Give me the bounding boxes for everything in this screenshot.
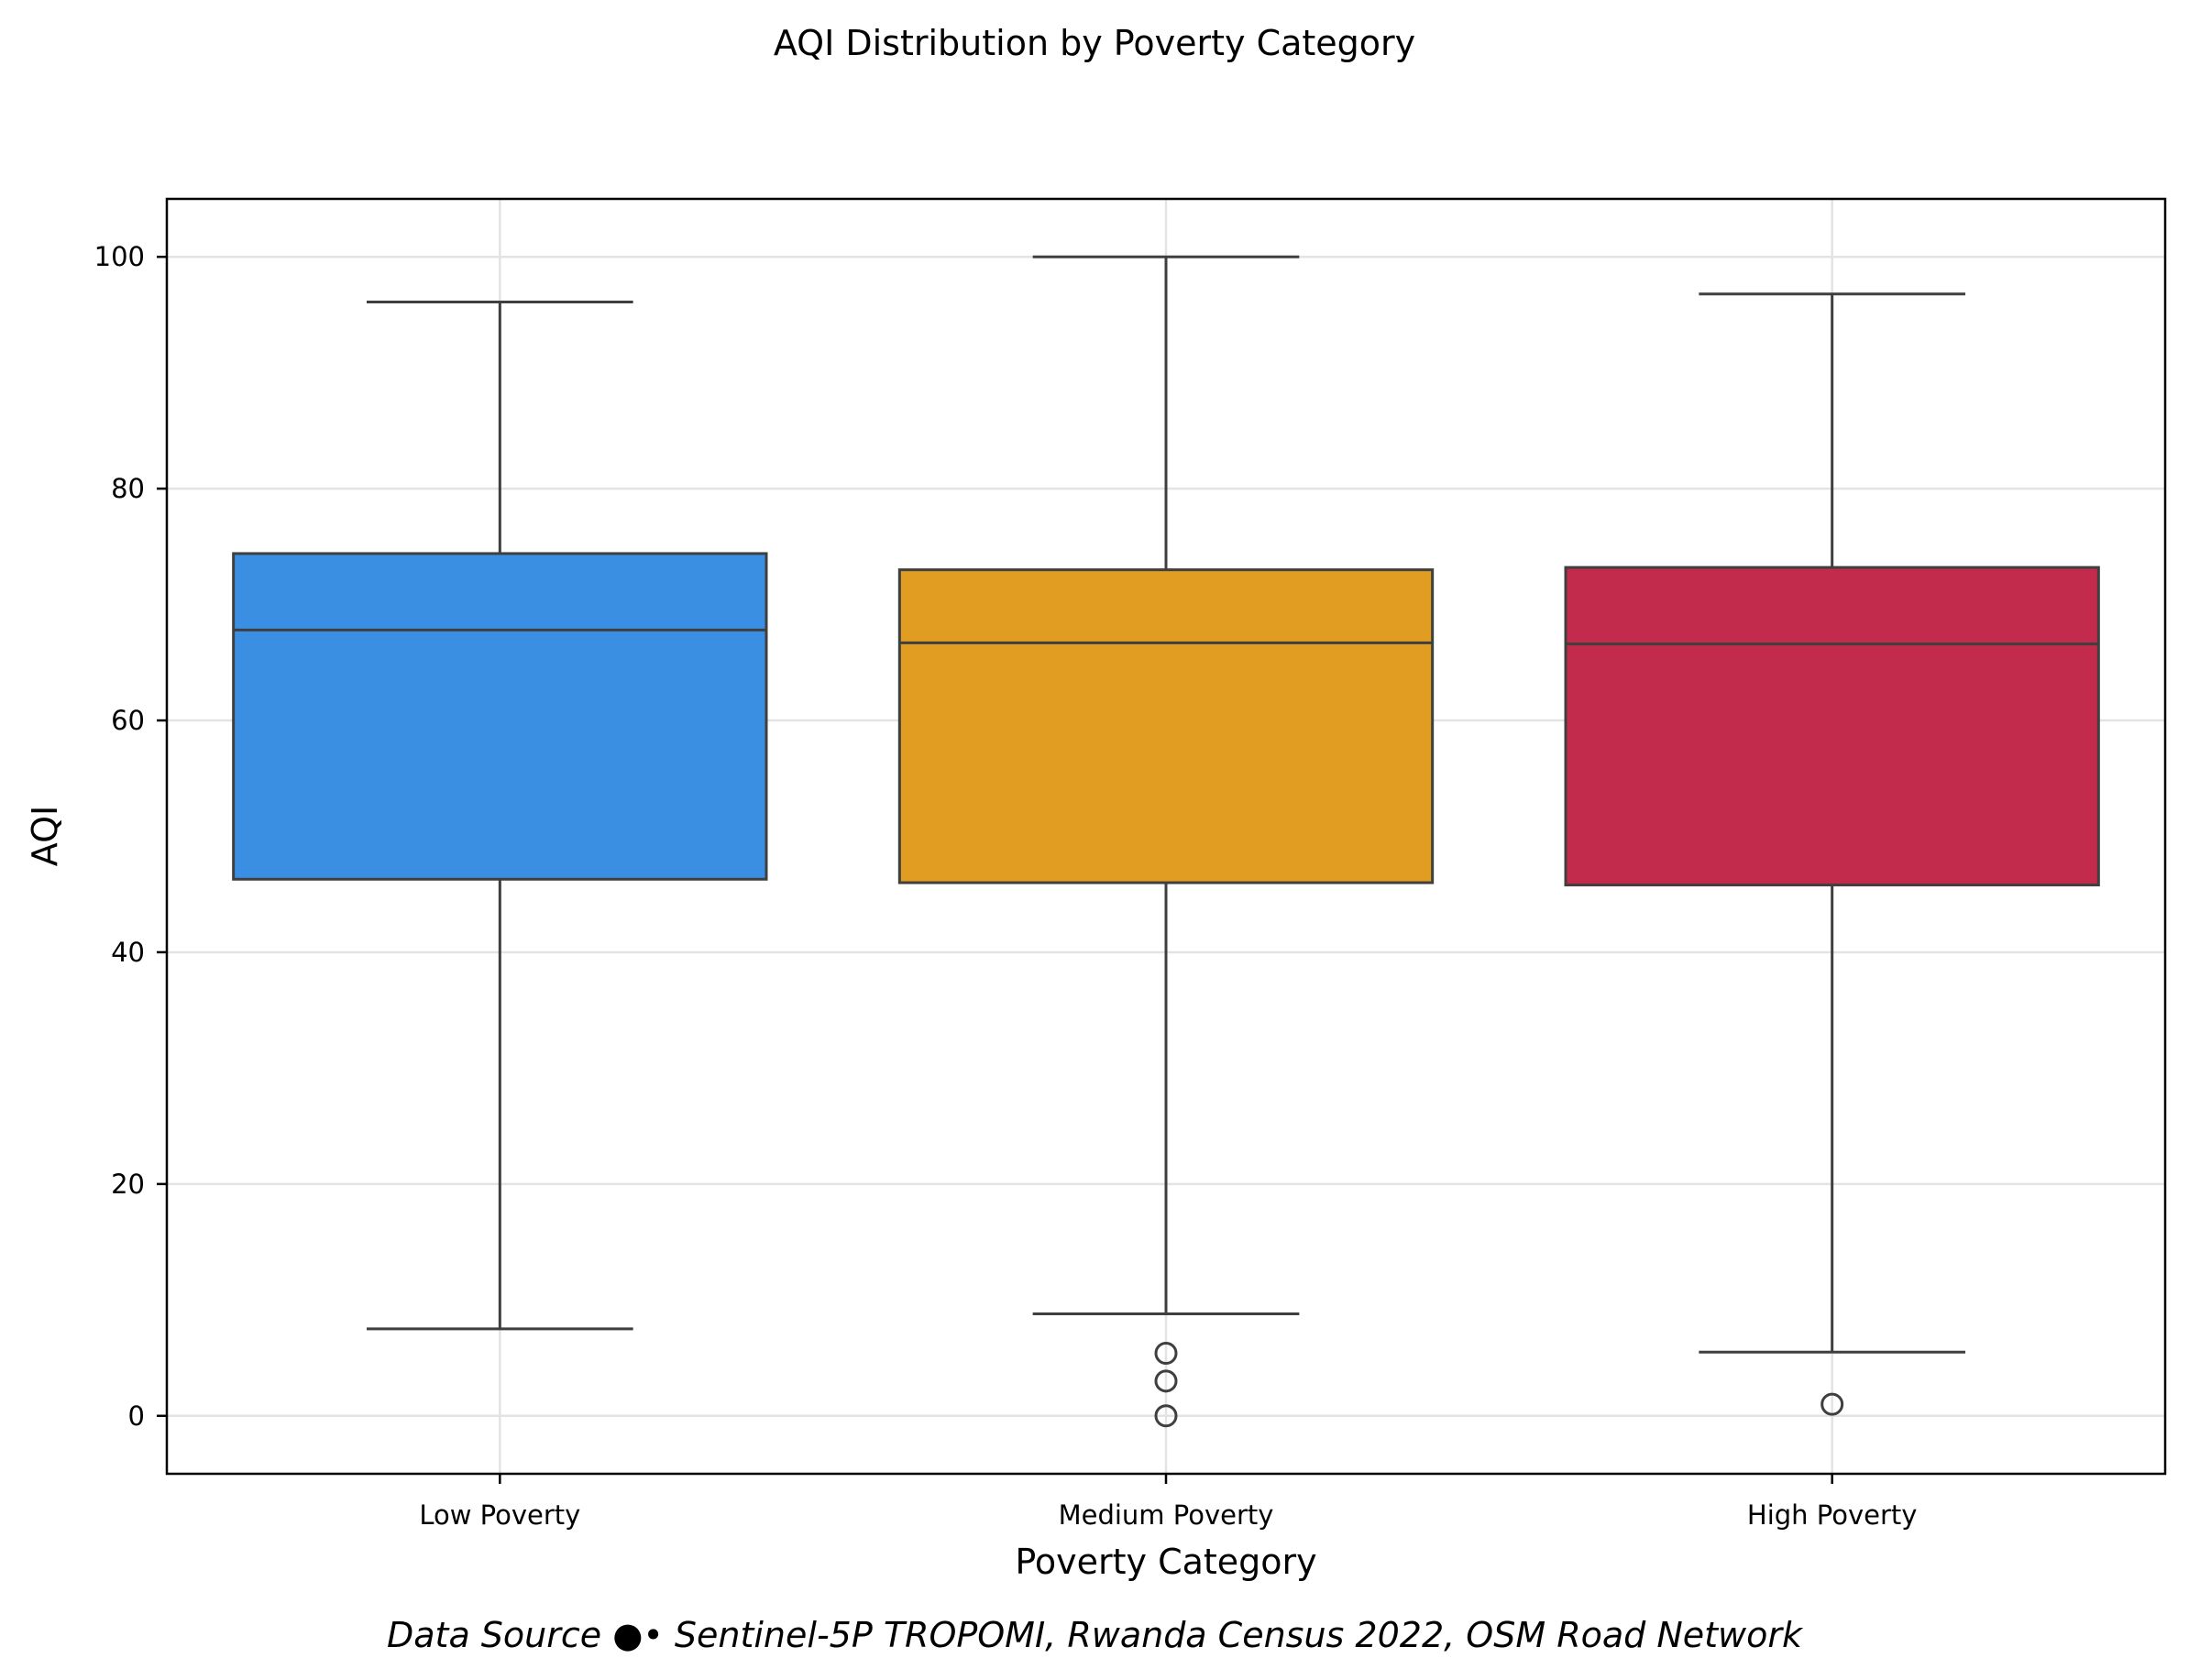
y-tick-label: 40 xyxy=(111,937,145,968)
x-tick-label: Low Poverty xyxy=(419,1499,580,1531)
y-tick-label: 60 xyxy=(111,705,145,736)
box-iqr xyxy=(232,552,768,881)
x-axis-ticks: Low Poverty Medium Poverty High Poverty xyxy=(419,1474,1917,1531)
x-tick-label: High Poverty xyxy=(1747,1499,1918,1531)
y-tick-label: 20 xyxy=(111,1169,145,1200)
box-iqr xyxy=(897,568,1435,884)
box-group xyxy=(1564,292,2100,1416)
box-iqr xyxy=(1564,565,2100,887)
y-tick-label: 80 xyxy=(111,473,145,504)
outlier-point xyxy=(1154,1341,1178,1365)
y-axis-ticks: 0 20 40 60 80 100 xyxy=(94,241,167,1432)
outlier-point xyxy=(1154,1369,1178,1393)
chart-title: AQI Distribution by Poverty Category xyxy=(774,23,1415,63)
y-axis-label: AQI xyxy=(25,806,65,866)
data-source-note: Data Source ●• Sentinel-5P TROPOMI, Rwan… xyxy=(387,1615,1804,1655)
y-tick-label: 0 xyxy=(128,1400,145,1432)
y-tick-label: 100 xyxy=(94,241,145,272)
x-axis-label: Poverty Category xyxy=(1015,1542,1316,1582)
box-group xyxy=(232,301,768,1331)
box-plots xyxy=(232,255,2100,1428)
box-group xyxy=(897,255,1435,1428)
x-tick-label: Medium Poverty xyxy=(1059,1499,1274,1531)
outlier-point xyxy=(1820,1392,1844,1416)
outlier-point xyxy=(1154,1404,1178,1428)
